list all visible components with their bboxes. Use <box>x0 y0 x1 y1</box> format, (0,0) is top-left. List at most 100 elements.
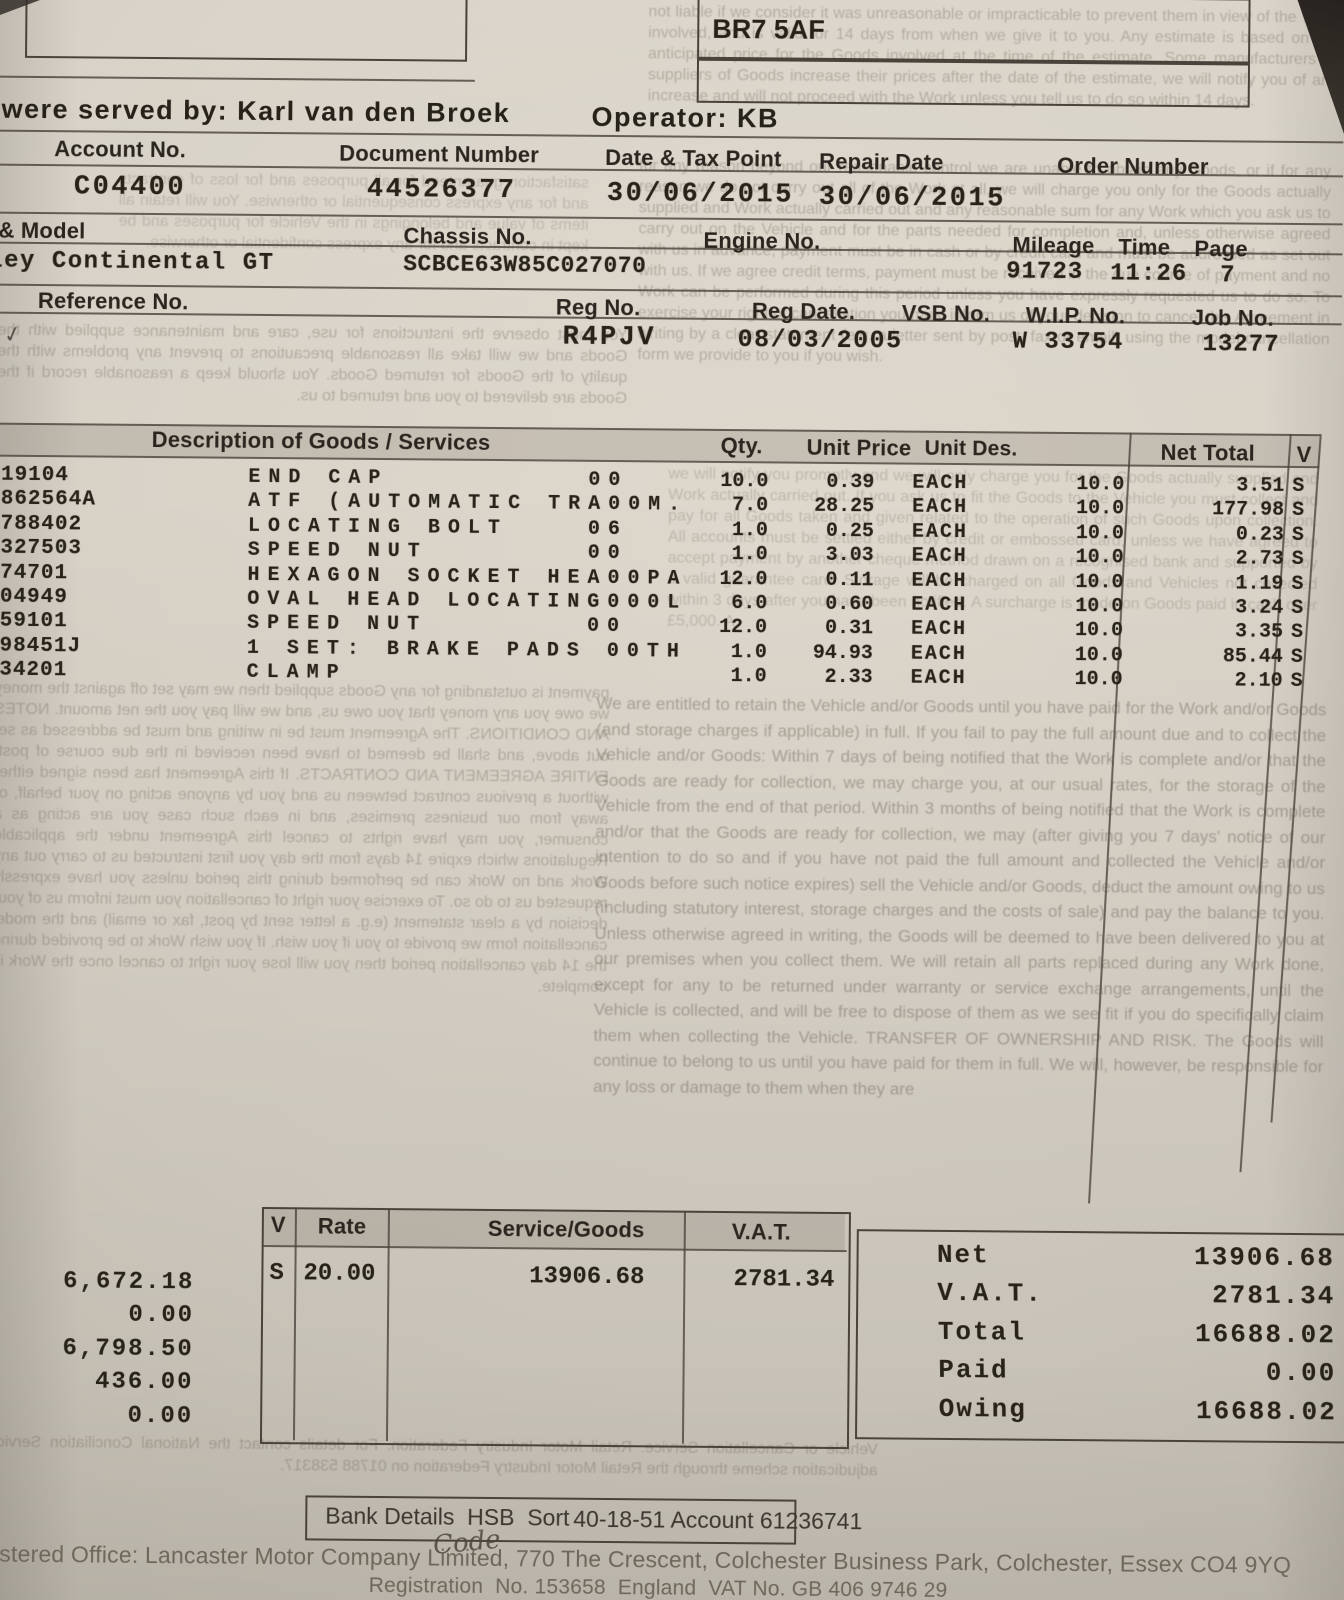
totals-rows: Net 13906.68 V.A.T. 2781.34 Total 16688.… <box>855 1239 1343 1435</box>
item-unit-price: 0.60 <box>825 592 874 617</box>
reg-date-label: Reg Date. <box>751 298 856 325</box>
item-vat-code: S <box>1291 548 1304 572</box>
engine-no-label: Engine No. <box>703 227 821 254</box>
vat-service-goods-value: 13906.68 <box>529 1263 645 1292</box>
totals-row: V.A.T. 2781.34 <box>855 1278 1341 1321</box>
totals-value: 0.00 <box>1265 1357 1337 1389</box>
item-net-total: 85.44 <box>1222 645 1283 669</box>
reg-no-label: Reg No. <box>555 294 641 321</box>
item-part-number: 0327503 <box>0 536 83 561</box>
repair-date-label: Repair Date <box>819 148 944 175</box>
item-unit-price: 0.25 <box>825 519 875 544</box>
reg-no-value: R4PJV <box>562 322 657 354</box>
mileage-label: Mileage <box>1012 232 1095 259</box>
qty-header: Qty. <box>720 432 763 459</box>
item-part-number: 004949 <box>0 585 69 610</box>
items-rows: 119104 END CAP 00 10.0 0.39 EACH 10.0 3.… <box>0 464 1340 695</box>
item-net-total: 3.35 <box>1234 620 1284 645</box>
item-part-number: 0788402 <box>0 512 83 537</box>
page-label: Page <box>1194 236 1248 262</box>
operator-text: Operator: KB <box>591 101 780 134</box>
time-label: Time <box>1118 234 1171 260</box>
item-unit-des: EACH <box>910 666 967 691</box>
item-unit-price: 28.25 <box>814 495 875 519</box>
item-net-total: 3.51 <box>1236 474 1285 498</box>
bank-details-label: Bank Details HSB Sort <box>325 1502 570 1531</box>
item-net-total: 0.23 <box>1235 523 1285 547</box>
chassis-no-label: Chassis No. <box>403 223 532 250</box>
summary-amounts: 6,672.18 0.00 6,798.50 436.00 0.00 <box>0 1268 194 1437</box>
totals-value: 16688.02 <box>1195 1395 1337 1427</box>
bleedthrough-text: payment is outstanding for any Goods sup… <box>0 679 610 996</box>
item-unit-price: 2.33 <box>824 665 873 690</box>
item-part-number: V862564A <box>0 487 97 512</box>
unit-price-header: Unit Price <box>806 434 912 461</box>
item-unit-des: EACH <box>911 520 969 544</box>
item-description: HEXAGON SOCKET HEA00PA <box>247 563 688 591</box>
item-unit-price: 0.11 <box>825 568 874 592</box>
summary-amount: 0.00 <box>127 1402 194 1430</box>
item-net-total: 1.19 <box>1235 572 1284 596</box>
registered-office-text: gistered Office: Lancaster Motor Company… <box>0 1540 1292 1578</box>
summary-amount: 436.00 <box>94 1368 194 1397</box>
summary-amount: 0.00 <box>128 1302 195 1330</box>
item-net-total: 2.73 <box>1235 547 1284 572</box>
item-description: LOCATING BOLT 06 <box>247 514 629 541</box>
item-unit-des: EACH <box>911 593 968 618</box>
totals-value: 13906.68 <box>1193 1242 1336 1274</box>
item-vat-code: S <box>1290 670 1303 694</box>
description-header: Description of Goods / Services <box>151 426 491 455</box>
vat-service-goods-header: Service/Goods <box>487 1215 645 1243</box>
item-vat-code: S <box>1290 645 1303 669</box>
wip-no-value: W 33754 <box>1012 328 1125 357</box>
item-unit-price: 0.31 <box>824 617 874 641</box>
item-vat-code: S <box>1290 621 1304 645</box>
item-unit-price: 94.93 <box>812 641 873 666</box>
item-unit-price: 0.39 <box>826 470 875 495</box>
item-discount: 10.0 <box>1076 473 1125 497</box>
item-part-number: 119104 <box>0 463 70 488</box>
unit-des-header: Unit Des. <box>924 436 1018 461</box>
item-part-number: 934201 <box>0 658 68 683</box>
summary-amount: 6,798.50 <box>62 1335 194 1364</box>
served-by-text: were served by: Karl van den Broek <box>1 93 511 129</box>
v-header: V <box>1296 441 1312 468</box>
item-description: CLAMP <box>246 660 347 685</box>
postcode: BR7 5AF <box>712 13 825 45</box>
vsb-no-label: VSB No. <box>901 300 991 327</box>
net-total-header: Net Total <box>1160 439 1256 466</box>
item-vat-code: S <box>1291 523 1305 547</box>
item-part-number: 698451J <box>0 634 82 659</box>
vat-v-header: V <box>270 1212 286 1238</box>
document-number-value: 44526377 <box>366 174 517 207</box>
item-description: END CAP 00 <box>248 465 629 493</box>
totals-value: 16688.02 <box>1194 1318 1337 1351</box>
summary-amount: 6,672.18 <box>63 1268 195 1297</box>
repair-date-value: 30/06/2015 <box>818 182 1006 215</box>
registration-vat-text: Registration No. 153658 England VAT No. … <box>368 1573 948 1600</box>
time-value: 11:26 <box>1110 260 1188 289</box>
item-discount: 10.0 <box>1076 497 1125 521</box>
item-description: OVAL HEAD LOCATING000L <box>247 587 688 615</box>
item-part-number: 959101 <box>0 609 68 634</box>
bank-account-details: 40-18-51 Account 61236741 <box>573 1505 863 1535</box>
item-description: SPEED NUT 00 <box>246 612 628 639</box>
item-net-total: 3.24 <box>1235 596 1284 620</box>
totals-row: Total 16688.02 <box>856 1316 1342 1359</box>
top-left-rule <box>0 75 475 82</box>
reg-date-value: 08/03/2005 <box>737 325 903 356</box>
date-tax-point-label: Date & Tax Point <box>605 144 782 172</box>
item-description: SPEED NUT 00 <box>247 539 628 566</box>
item-discount: 10.0 <box>1074 619 1124 643</box>
item-description: 1 SET: BRAKE PADS 00TH <box>246 636 688 664</box>
item-unit-des: EACH <box>912 496 969 520</box>
top-left-partial-box <box>25 0 468 62</box>
item-net-total: 177.98 <box>1212 498 1285 523</box>
vat-amount-value: 2781.34 <box>733 1266 835 1294</box>
item-net-total: 2.10 <box>1234 669 1283 693</box>
bleedthrough-text: We are entitled to retain the Vehicle an… <box>592 693 1327 1099</box>
wip-no-label: W.I.P. No. <box>1025 302 1126 329</box>
item-unit-des: EACH <box>911 569 968 593</box>
